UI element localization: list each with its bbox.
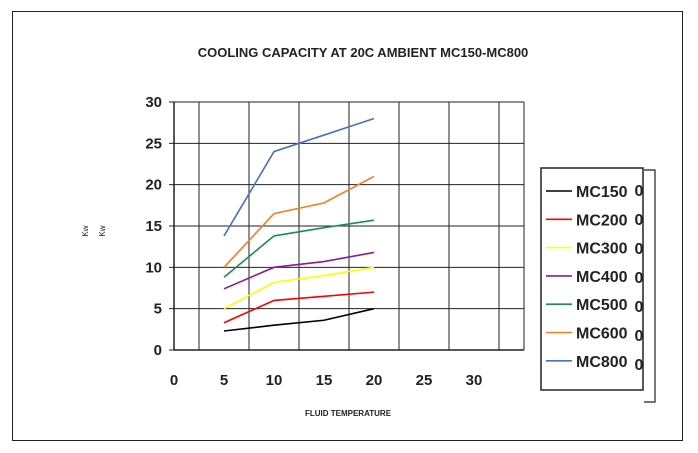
y-tick-label: 30: [145, 94, 162, 111]
legend-label: MC800: [576, 354, 628, 371]
x-tick-label: 20: [366, 372, 383, 389]
x-tick-label: 30: [466, 372, 483, 389]
legend-label: MC150: [576, 184, 628, 201]
y-tick-label: 5: [154, 301, 162, 318]
series-line-mc300: [223, 266, 375, 310]
x-tick-label: 5: [220, 372, 228, 389]
x-tick-label: 15: [316, 372, 333, 389]
series-line-mc800: [223, 117, 375, 237]
y-axis-label-2: Kw: [98, 225, 107, 236]
side-value: 0: [635, 328, 644, 345]
series-line-mc150: [223, 307, 375, 332]
side-value: 0: [635, 299, 644, 316]
y-axis-label-1: Kw: [81, 225, 90, 236]
side-value: 0: [635, 241, 644, 258]
x-axis-label: FLUID TEMPERATURE: [305, 409, 392, 418]
y-tick-labels: 0 5 10 15 20 25 30: [145, 94, 162, 359]
legend-label: MC300: [576, 241, 628, 258]
y-tick-label: 10: [145, 259, 162, 276]
series-line-mc200: [223, 291, 375, 324]
side-value: 0: [635, 270, 644, 287]
legend: MC150 MC200 MC300 MC400 MC500 MC600 MC800: [546, 184, 628, 371]
series-line-mc600: [223, 175, 375, 268]
y-tick-label: 15: [145, 218, 162, 235]
legend-label: MC200: [576, 212, 628, 229]
legend-label: MC400: [576, 269, 628, 286]
x-tick-labels: 0 5 10 15 20 25 30: [170, 372, 483, 389]
side-value: 0: [635, 183, 644, 200]
y-tick-label: 0: [154, 342, 162, 359]
chart-svg: COOLING CAPACITY AT 20C AMBIENT MC150-MC…: [81, 45, 656, 418]
chart-frame: COOLING CAPACITY AT 20C AMBIENT MC150-MC…: [12, 11, 683, 441]
legend-label: MC500: [576, 297, 628, 314]
x-tick-label: 10: [266, 372, 283, 389]
series-line-mc400: [223, 251, 375, 290]
series-lines: [223, 117, 375, 332]
x-tick-label: 25: [416, 372, 433, 389]
side-value: 0: [635, 212, 644, 229]
series-line-mc500: [223, 219, 375, 278]
chart-title: COOLING CAPACITY AT 20C AMBIENT MC150-MC…: [198, 45, 529, 60]
x-tick-label: 0: [170, 372, 178, 389]
side-values: 0 0 0 0 0 0 0: [635, 183, 644, 374]
legend-box: [540, 167, 644, 391]
axes: [169, 101, 524, 351]
legend-label: MC600: [576, 326, 628, 343]
y-tick-label: 25: [145, 135, 162, 152]
side-value: 0: [635, 357, 644, 374]
y-tick-label: 20: [145, 177, 162, 194]
side-value-box: [644, 169, 656, 403]
grid-lines: [174, 101, 525, 350]
